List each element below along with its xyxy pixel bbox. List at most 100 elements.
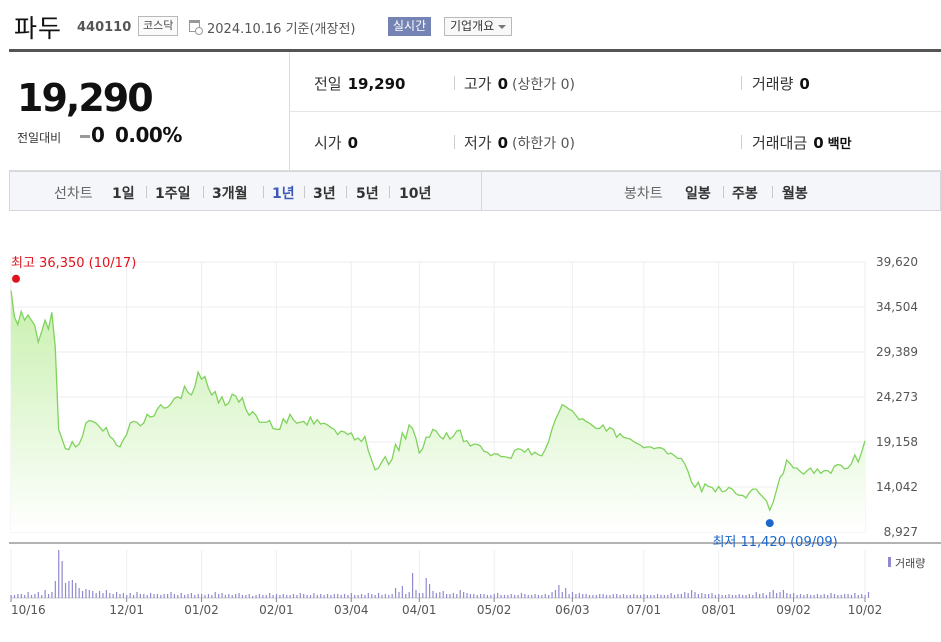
low-cell: 저가 0 (하한가 0) [464, 132, 575, 153]
volume-bar [350, 593, 352, 598]
volume-bar [119, 594, 121, 598]
cell-separator [741, 76, 742, 90]
candle-daily-tab[interactable]: 일봉 [685, 186, 711, 202]
volume-bar [306, 595, 308, 598]
cell-separator [454, 135, 455, 149]
volume-bar [156, 594, 159, 598]
volume-bar [486, 595, 489, 598]
change-label: 전일대비 [17, 131, 62, 145]
amount-label: 거래대금 [752, 134, 808, 152]
period-3m-tab[interactable]: 3개월 [212, 186, 248, 202]
candle-weekly-tab[interactable]: 주봉 [732, 186, 758, 202]
volume-bar [531, 595, 533, 598]
market-badge: 코스닥 [138, 16, 179, 36]
volume-bar [803, 595, 805, 598]
y-tick-label: 14,042 [876, 480, 918, 494]
volume-bar [748, 594, 751, 598]
nav-separator [346, 186, 347, 198]
volume-bar [622, 594, 625, 598]
volume-bar [173, 594, 176, 598]
volume-bar [844, 594, 846, 598]
volume-bar [704, 594, 706, 598]
volume-bar [146, 595, 148, 598]
volume-bar [255, 595, 257, 598]
volume-bar [30, 595, 33, 598]
volume-bar [139, 594, 141, 598]
volume-bar [435, 593, 437, 598]
candle-monthly-tab[interactable]: 월봉 [782, 186, 808, 202]
volume-bar [609, 595, 611, 598]
volume-bar [847, 594, 849, 598]
period-1y-tab[interactable]: 1년 [272, 186, 295, 202]
volume-bar [439, 592, 441, 598]
quote-horizontal-divider [290, 111, 941, 112]
volume-bar [854, 593, 856, 598]
volume-bar [571, 592, 574, 598]
volume-bar [813, 595, 815, 598]
volume-bar [463, 592, 465, 598]
price-line [10, 290, 866, 512]
volume-bar [663, 595, 665, 598]
period-5y-tab[interactable]: 5년 [356, 186, 379, 202]
volume-bar [684, 592, 686, 598]
volume-bar [218, 594, 220, 598]
volume-bar [47, 594, 50, 598]
x-tick-label: 04/01 [402, 603, 437, 617]
volume-bar [20, 594, 22, 598]
low-label: 최저 11,420 (09/09) [712, 535, 837, 550]
period-1w-tab[interactable]: 1주일 [155, 186, 191, 202]
volume-bar [520, 593, 523, 598]
nav-separator [263, 186, 264, 198]
volume-bar [514, 595, 516, 598]
volume-bar [245, 595, 247, 598]
volume-bar [10, 595, 12, 598]
volume-bar [282, 594, 284, 598]
volume-bar [507, 595, 509, 598]
x-tick-label: 03/04 [334, 603, 369, 617]
volume-bar [292, 594, 295, 598]
volume-bar [418, 593, 420, 598]
volume-bar [126, 595, 128, 598]
volume-bar [207, 594, 210, 598]
period-10y-tab[interactable]: 10년 [399, 186, 432, 202]
change-percent: 0.00% [115, 123, 182, 147]
volume-bar [333, 594, 335, 598]
quote-vertical-divider [289, 52, 290, 170]
realtime-button[interactable]: 실시간 [388, 17, 432, 36]
cell-separator [454, 76, 455, 90]
volume-bar [357, 595, 359, 598]
x-tick-label: 01/02 [184, 603, 219, 617]
volume-bar [476, 595, 478, 598]
cell-separator [741, 135, 742, 149]
stock-code: 440110 [77, 20, 132, 35]
x-tick-label: 06/03 [555, 603, 590, 617]
volume-bar [789, 594, 791, 598]
y-tick-label: 34,504 [876, 300, 918, 314]
change-amount: 0 [91, 123, 105, 147]
volume-bar [415, 590, 417, 598]
volume-bar [616, 594, 618, 598]
volume-bar [497, 593, 499, 598]
volume-bar [677, 594, 679, 598]
volume-bar [690, 590, 693, 598]
volume-bar [701, 593, 703, 598]
volume-bar [238, 593, 240, 598]
base-date: 2024.10.16 기준(개장전) [207, 22, 356, 37]
volume-bar [578, 593, 580, 598]
high-label: 고가 [464, 75, 492, 93]
volume-bar [456, 594, 458, 598]
volume-bar [714, 595, 716, 598]
period-1d-tab[interactable]: 1일 [112, 186, 135, 202]
volume-bar [425, 578, 427, 598]
volume-bar [201, 594, 203, 598]
line-chart-label: 선차트 [54, 186, 93, 202]
company-info-dropdown[interactable]: 기업개요 [444, 17, 513, 36]
volume-bar [374, 595, 376, 598]
volume-bar [92, 591, 94, 598]
period-3y-tab[interactable]: 3년 [313, 186, 336, 202]
volume-bar [343, 594, 346, 598]
volume-bar [840, 595, 842, 598]
volume-bar [670, 593, 672, 598]
volume-bar [827, 595, 829, 598]
volume-bar [738, 594, 740, 598]
